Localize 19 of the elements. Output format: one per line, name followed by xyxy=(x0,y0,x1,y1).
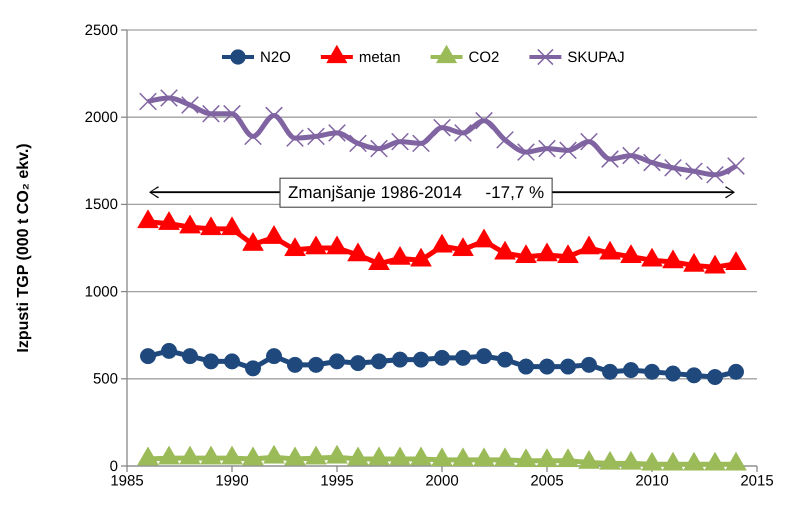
y-tick-label: 1500 xyxy=(84,196,118,214)
legend-label: metan xyxy=(358,49,401,66)
y-tick-label: 1000 xyxy=(84,283,118,300)
y-tick-label: 500 xyxy=(92,370,118,388)
y-tick-label: 0 xyxy=(110,458,118,475)
legend-label: SKUPAJ xyxy=(567,49,625,66)
x-tick-label: 2005 xyxy=(530,472,564,490)
x-tick-label: 2010 xyxy=(635,472,669,490)
legend-label: CO2 xyxy=(468,49,500,66)
x-tick-label: 2015 xyxy=(740,472,774,490)
y-axis-title: Izpusti TGP (000 t CO₂ ekv.) xyxy=(15,143,32,353)
x-tick-label: 2000 xyxy=(425,472,459,490)
x-tick-label: 1995 xyxy=(320,472,354,490)
y-tick-label: 2000 xyxy=(84,109,118,126)
x-tick-label: 1985 xyxy=(110,472,144,490)
legend-label: N2O xyxy=(260,49,291,66)
y-tick-label: 2500 xyxy=(84,22,118,39)
annotation: Zmanjšanje 1986-2014 -17,7 % xyxy=(288,183,544,202)
x-tick-label: 1990 xyxy=(215,472,249,490)
